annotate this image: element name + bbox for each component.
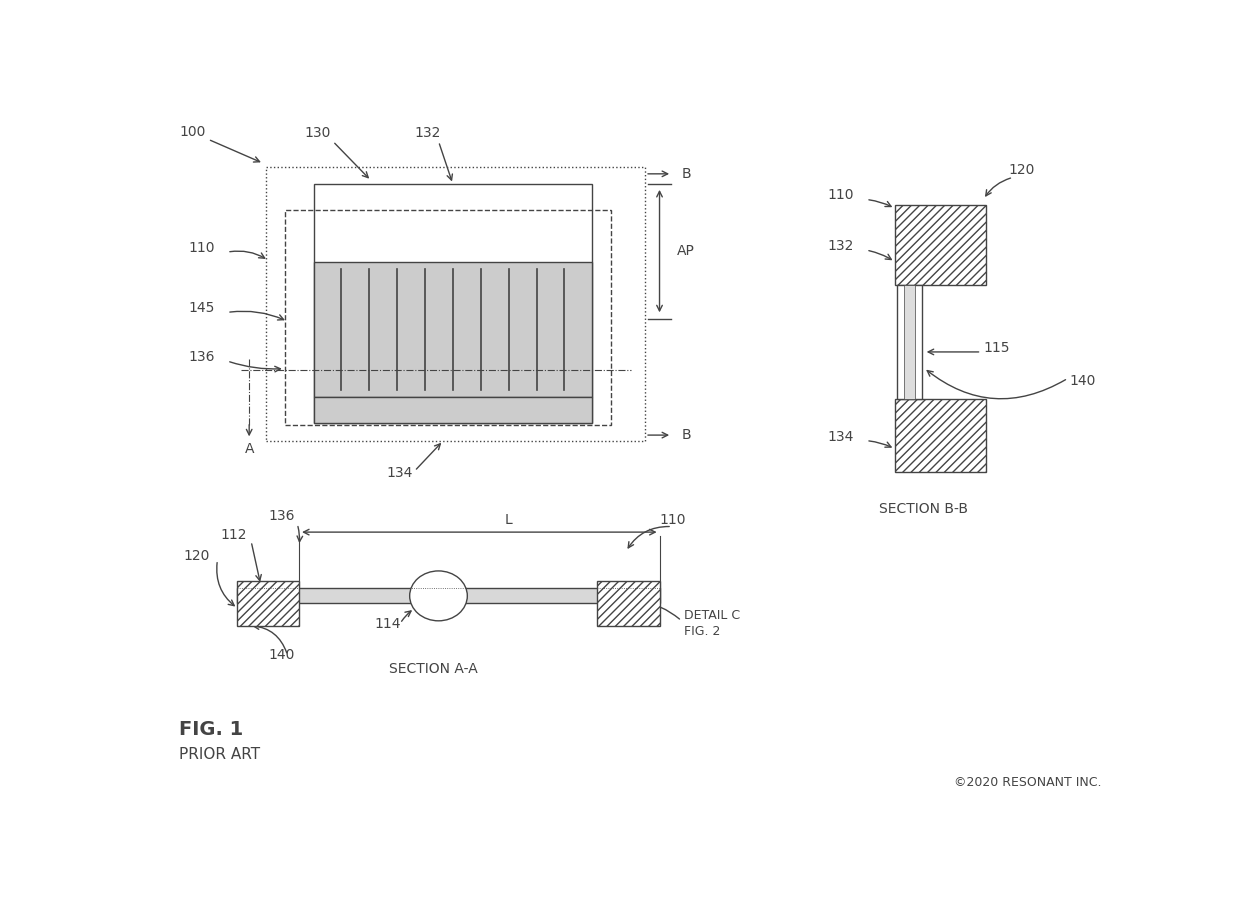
Text: 140: 140 [1070,374,1096,388]
Ellipse shape [409,571,467,621]
Text: 140: 140 [268,648,295,662]
Bar [237,581,299,626]
Text: 112: 112 [221,528,247,542]
Text: A: A [244,442,254,456]
Text: 134: 134 [828,429,854,444]
Text: SECTION A-A: SECTION A-A [389,662,479,676]
Bar [904,284,915,399]
Text: 110: 110 [828,188,854,202]
Text: 110: 110 [188,241,215,255]
Bar [897,284,921,399]
Text: 114: 114 [374,616,401,631]
Bar [285,210,611,425]
Text: B: B [682,428,691,442]
Text: 145: 145 [188,302,215,315]
Bar [237,589,660,604]
Text: 136: 136 [268,509,295,523]
Bar [596,581,660,626]
Text: ©2020 RESONANT INC.: ©2020 RESONANT INC. [954,776,1101,788]
Text: 120: 120 [184,549,211,562]
Text: 136: 136 [188,350,215,364]
Bar [895,205,986,284]
Text: AP: AP [677,244,694,258]
Text: 130: 130 [304,126,330,140]
Bar [314,262,593,397]
Text: 120: 120 [1008,163,1034,176]
Bar [895,399,986,472]
Text: PRIOR ART: PRIOR ART [179,747,260,762]
Text: B: B [682,166,691,181]
Text: 132: 132 [414,126,441,140]
Bar [314,397,593,423]
Text: 100: 100 [179,125,206,139]
Text: DETAIL C: DETAIL C [683,609,740,623]
Text: 132: 132 [828,239,854,253]
Text: FIG. 2: FIG. 2 [683,625,720,638]
Text: L: L [505,513,512,526]
Bar [314,184,593,423]
Text: FIG. 1: FIG. 1 [179,720,243,739]
Text: 110: 110 [660,513,686,526]
Text: 115: 115 [983,341,1009,355]
Text: SECTION B-B: SECTION B-B [879,502,968,517]
Bar [265,166,645,441]
Text: 134: 134 [387,465,413,480]
